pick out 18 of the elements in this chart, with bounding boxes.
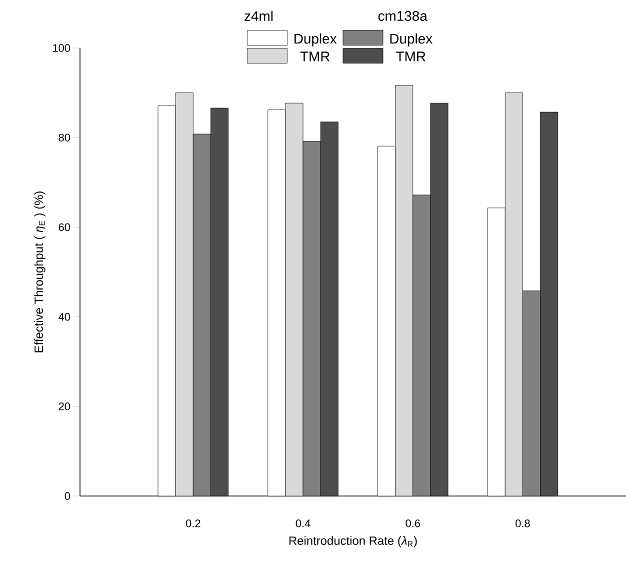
x-tick-label: 0.8 — [516, 520, 530, 528]
y-tick-label: 80 — [58, 134, 70, 142]
legend-label: TMR — [300, 52, 330, 62]
text: cm138a — [378, 11, 428, 21]
x-tick-label: 0.2 — [186, 520, 200, 528]
y-axis-title: Effective Throughput ( η$_{E}$ ) (%) — [34, 192, 46, 352]
y-tick-label: 100 — [53, 44, 70, 52]
y-tick-label: 60 — [58, 223, 70, 232]
legend-label: Duplex — [294, 33, 337, 46]
y-tick-label: 20 — [58, 402, 70, 410]
y-tick-label: 0 — [64, 492, 70, 500]
legend-label: Duplex — [390, 33, 432, 46]
legend-label: TMR — [396, 52, 426, 62]
x-tick-label: 0.6 — [406, 520, 420, 528]
x-tick-label: 0.4 — [296, 520, 310, 528]
text: z4ml — [244, 10, 273, 21]
y-tick-label: 40 — [58, 312, 70, 321]
x-axis-title: Reintroduction Rate (λ$_{R}$) — [289, 536, 417, 548]
